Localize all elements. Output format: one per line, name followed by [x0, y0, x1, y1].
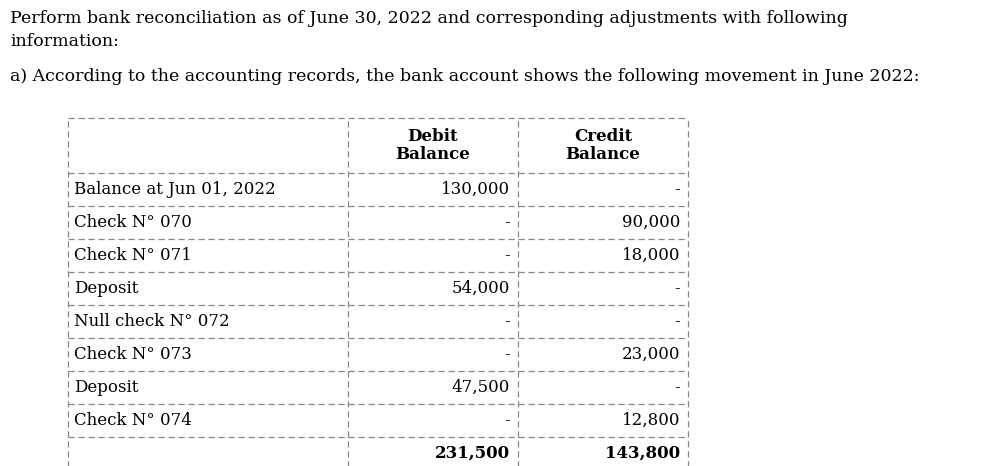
- Text: -: -: [675, 181, 680, 198]
- Text: Perform bank reconciliation as of June 30, 2022 and corresponding adjustments wi: Perform bank reconciliation as of June 3…: [10, 10, 848, 27]
- Text: 23,000: 23,000: [622, 346, 680, 363]
- Text: -: -: [504, 247, 510, 264]
- Text: 47,500: 47,500: [452, 379, 510, 396]
- Text: 54,000: 54,000: [452, 280, 510, 297]
- Text: -: -: [504, 313, 510, 330]
- Text: Debit: Debit: [408, 128, 458, 145]
- Text: Check N° 073: Check N° 073: [74, 346, 192, 363]
- Text: 12,800: 12,800: [622, 412, 680, 429]
- Text: -: -: [675, 379, 680, 396]
- Text: 143,800: 143,800: [605, 445, 680, 462]
- Text: -: -: [504, 214, 510, 231]
- Text: Null check N° 072: Null check N° 072: [74, 313, 230, 330]
- Text: Check N° 071: Check N° 071: [74, 247, 192, 264]
- Text: information:: information:: [10, 33, 119, 50]
- Text: 90,000: 90,000: [622, 214, 680, 231]
- Text: Check N° 070: Check N° 070: [74, 214, 192, 231]
- Text: 130,000: 130,000: [441, 181, 510, 198]
- Text: Check N° 074: Check N° 074: [74, 412, 192, 429]
- Text: a) According to the accounting records, the bank account shows the following mov: a) According to the accounting records, …: [10, 68, 919, 85]
- Text: 18,000: 18,000: [622, 247, 680, 264]
- Text: Deposit: Deposit: [74, 280, 139, 297]
- Text: Balance at Jun 01, 2022: Balance at Jun 01, 2022: [74, 181, 275, 198]
- Text: Credit: Credit: [574, 128, 632, 145]
- Text: Balance: Balance: [395, 146, 470, 163]
- Text: 231,500: 231,500: [435, 445, 510, 462]
- Text: -: -: [675, 280, 680, 297]
- Text: -: -: [504, 412, 510, 429]
- Text: -: -: [675, 313, 680, 330]
- Text: -: -: [504, 346, 510, 363]
- Text: Deposit: Deposit: [74, 379, 139, 396]
- Text: Balance: Balance: [566, 146, 641, 163]
